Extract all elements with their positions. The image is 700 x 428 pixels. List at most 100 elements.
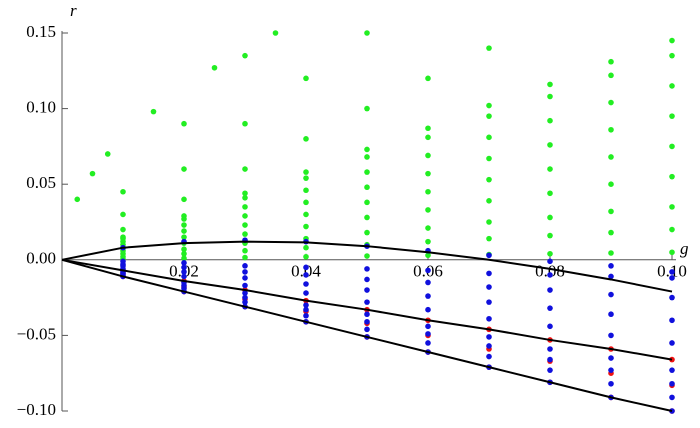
point bbox=[425, 134, 431, 141]
y-tick-label: 0.10 bbox=[26, 98, 56, 117]
point bbox=[181, 213, 187, 219]
point bbox=[242, 269, 248, 275]
point bbox=[669, 340, 675, 346]
point bbox=[608, 126, 614, 133]
y-tick-label: 0.15 bbox=[26, 22, 56, 41]
point bbox=[608, 154, 614, 160]
point bbox=[486, 334, 492, 340]
point bbox=[547, 346, 553, 352]
point bbox=[303, 199, 309, 206]
point bbox=[242, 254, 248, 261]
point bbox=[364, 253, 370, 259]
point bbox=[608, 311, 614, 318]
point bbox=[303, 169, 309, 175]
point bbox=[364, 169, 370, 175]
point bbox=[669, 226, 675, 233]
point bbox=[669, 356, 675, 363]
point bbox=[303, 264, 309, 271]
point bbox=[425, 207, 431, 213]
point bbox=[669, 204, 675, 210]
point bbox=[608, 291, 614, 298]
point bbox=[486, 155, 492, 162]
point bbox=[547, 190, 553, 197]
point bbox=[608, 72, 614, 79]
point bbox=[181, 255, 187, 262]
point bbox=[486, 270, 492, 277]
y-axis-label: r bbox=[70, 1, 77, 20]
point bbox=[303, 253, 309, 260]
point bbox=[669, 249, 675, 256]
point bbox=[608, 332, 614, 339]
point bbox=[425, 323, 431, 330]
point bbox=[547, 305, 553, 311]
point bbox=[608, 355, 614, 361]
point bbox=[89, 170, 96, 177]
point bbox=[669, 294, 675, 301]
point bbox=[425, 188, 431, 195]
point bbox=[547, 258, 553, 265]
point bbox=[303, 75, 309, 82]
point bbox=[608, 250, 614, 256]
point bbox=[242, 290, 248, 296]
point bbox=[364, 146, 370, 153]
point bbox=[303, 281, 309, 287]
point bbox=[669, 113, 675, 119]
point bbox=[181, 222, 187, 228]
point bbox=[181, 273, 187, 280]
point bbox=[486, 134, 492, 141]
point bbox=[242, 263, 248, 269]
point bbox=[242, 166, 248, 172]
point bbox=[669, 37, 675, 44]
curve bbox=[61, 258, 673, 361]
point bbox=[608, 99, 614, 106]
point bbox=[486, 315, 492, 322]
y-tick-label: −0.05 bbox=[17, 324, 56, 343]
point bbox=[303, 211, 309, 218]
point bbox=[669, 317, 675, 324]
point bbox=[669, 173, 675, 180]
y-tick-label: 0.05 bbox=[26, 173, 56, 192]
point bbox=[547, 142, 553, 148]
point bbox=[547, 356, 553, 363]
point bbox=[303, 187, 309, 194]
x-tick-label: 0.08 bbox=[535, 262, 565, 281]
point bbox=[669, 269, 675, 275]
point bbox=[425, 293, 431, 299]
point bbox=[181, 196, 187, 203]
point bbox=[303, 136, 309, 142]
point bbox=[104, 151, 111, 157]
point bbox=[364, 154, 370, 160]
point bbox=[669, 52, 675, 59]
point bbox=[364, 30, 370, 36]
point bbox=[120, 234, 126, 240]
point bbox=[608, 229, 614, 236]
point bbox=[608, 181, 614, 187]
point bbox=[547, 166, 553, 172]
point bbox=[608, 273, 614, 280]
point bbox=[242, 120, 248, 127]
point bbox=[181, 260, 187, 266]
point bbox=[425, 252, 431, 259]
point bbox=[425, 75, 431, 82]
point bbox=[181, 120, 187, 127]
point bbox=[242, 222, 248, 228]
point bbox=[120, 188, 126, 195]
curve bbox=[61, 240, 673, 293]
point bbox=[486, 235, 492, 242]
point bbox=[364, 326, 370, 333]
point bbox=[547, 323, 553, 330]
point bbox=[364, 229, 370, 236]
point bbox=[303, 223, 309, 230]
point bbox=[364, 199, 370, 206]
x-tick-label: 0.04 bbox=[291, 262, 321, 281]
point bbox=[486, 353, 492, 360]
point bbox=[150, 108, 157, 115]
point bbox=[669, 367, 675, 373]
point bbox=[120, 211, 126, 218]
point bbox=[181, 250, 187, 257]
point bbox=[364, 105, 370, 112]
point bbox=[547, 272, 553, 278]
point bbox=[608, 58, 614, 65]
